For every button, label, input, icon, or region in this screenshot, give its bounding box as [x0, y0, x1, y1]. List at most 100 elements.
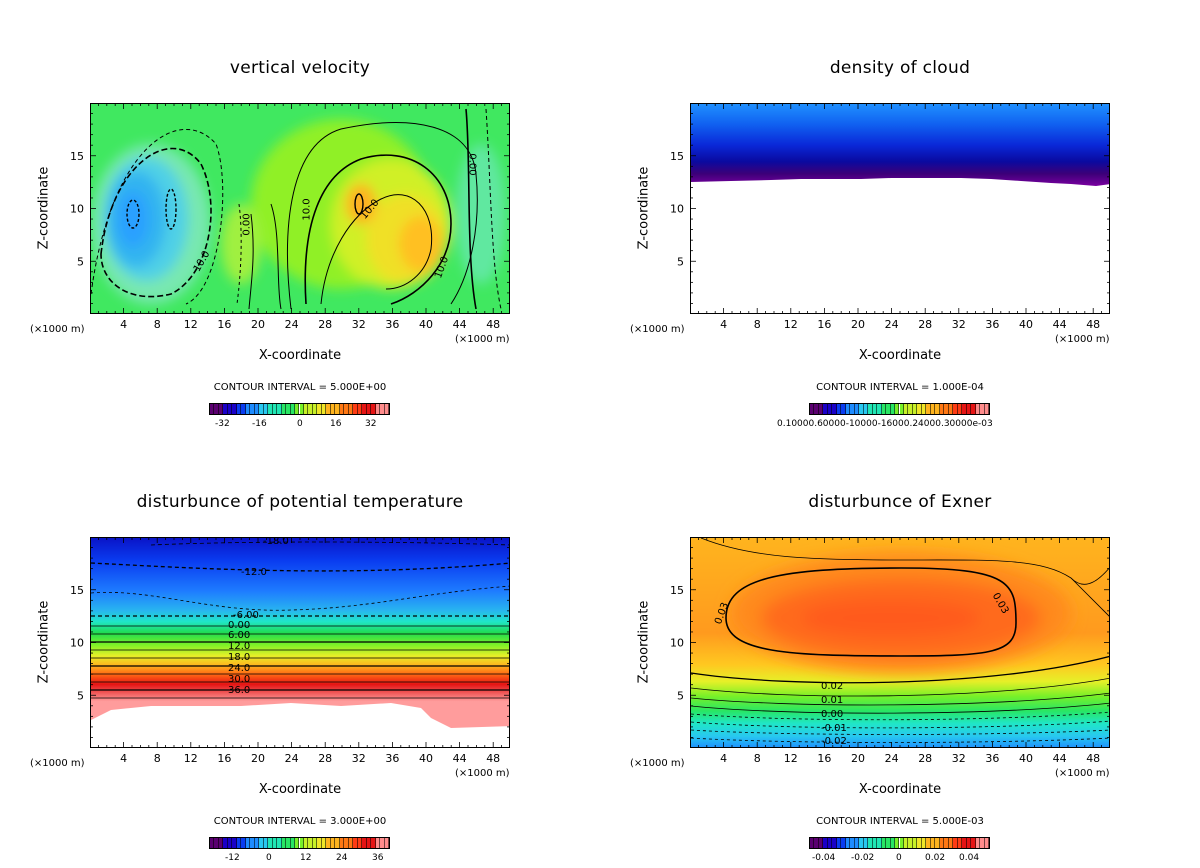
- colorbar-segment: [281, 838, 287, 848]
- colorbar-segment: [223, 404, 228, 414]
- colorbar-segment: [890, 838, 896, 848]
- colorbar-segment: [886, 838, 891, 848]
- colorbar-segment: [366, 404, 372, 414]
- colorbar-segment: [827, 838, 833, 848]
- x-tick-label: 4: [120, 752, 127, 765]
- colorbar-segment: [868, 838, 873, 848]
- x-tick-label: 48: [486, 752, 500, 765]
- colorbar-segment: [975, 404, 981, 414]
- x-tick-label: 28: [918, 752, 932, 765]
- x-tick-label: 16: [217, 318, 231, 331]
- colorbar-segment: [863, 404, 869, 414]
- colorbar-tick: 0.02: [925, 853, 946, 863]
- colorbar-segment: [818, 404, 824, 414]
- colorbar-segment: [903, 404, 909, 414]
- colorbar-segment: [353, 404, 358, 414]
- colorbar-ticks: 0.10000.60000-10000-16000.24000.30000e-0…: [777, 419, 993, 431]
- colorbar-segment: [227, 838, 233, 848]
- colorbar-segment: [321, 838, 327, 848]
- colorbar-segment: [863, 838, 869, 848]
- contour-label: -0.01: [821, 723, 847, 734]
- panel-exner: disturbunce of Exner: [600, 434, 1200, 868]
- contour-label: 0.00: [228, 620, 251, 631]
- x-tick-label: 8: [154, 318, 161, 331]
- colorbar-segment: [232, 404, 237, 414]
- colorbar-ticks: -32 -16 0 16 32: [209, 419, 390, 431]
- x-tick-label: 24: [885, 318, 899, 331]
- colorbar-segment: [935, 404, 940, 414]
- colorbar-segment: [299, 838, 304, 848]
- x-tick-label: 20: [251, 318, 265, 331]
- colorbar-ticks: -0.04 -0.02 0 0.02 0.04: [809, 853, 990, 865]
- colorbar-segment: [272, 838, 278, 848]
- x-unit-left: (×1000 m): [30, 324, 85, 335]
- colorbar-segment: [330, 404, 336, 414]
- colorbar-segment: [881, 404, 887, 414]
- colorbar-segment: [362, 838, 367, 848]
- y-tick-label: 15: [670, 584, 684, 597]
- colorbar-segment: [227, 404, 233, 414]
- x-tick-label: 12: [184, 318, 198, 331]
- y-tick-label: 5: [77, 689, 84, 702]
- colorbar-segment: [854, 838, 860, 848]
- colorbar-segment: [930, 404, 936, 414]
- colorbar-segment: [921, 404, 927, 414]
- contour-label: 24.0: [228, 663, 251, 674]
- vv-field: [91, 104, 509, 313]
- x-tick-label: 44: [453, 318, 467, 331]
- colorbar-segment: [210, 404, 215, 414]
- y-tick-label: 5: [77, 255, 84, 268]
- colorbar-tick: 36: [372, 853, 384, 863]
- colorbar-segment: [223, 838, 228, 848]
- colorbar-segment: [939, 404, 945, 414]
- x-unit-right: (×1000 m): [455, 768, 510, 779]
- colorbar-segment: [899, 838, 904, 848]
- colorbar-segment: [335, 838, 340, 848]
- colorbar-segment: [823, 838, 828, 848]
- y-tick-label: 5: [677, 255, 684, 268]
- colorbar-segment: [250, 838, 255, 848]
- colorbar-segment: [836, 404, 842, 414]
- colorbar-segment: [268, 404, 273, 414]
- colorbar-segment: [241, 838, 246, 848]
- colorbar-segment: [218, 838, 224, 848]
- colorbar-segment: [357, 838, 363, 848]
- colorbar-segment: [254, 404, 260, 414]
- x-tick-label: 12: [784, 318, 798, 331]
- panel-density-of-cloud: density of cloud Z-coordinate X-coordina…: [600, 0, 1200, 434]
- x-tick-label: 24: [285, 752, 299, 765]
- colorbar-segment: [312, 838, 318, 848]
- colorbar-segment: [984, 404, 989, 414]
- x-unit-left: (×1000 m): [630, 758, 685, 769]
- colorbar-segment: [814, 838, 819, 848]
- x-tick-label: 32: [952, 752, 966, 765]
- colorbar-segment: [384, 404, 389, 414]
- x-tick-label: 20: [851, 752, 865, 765]
- colorbar: [209, 837, 390, 849]
- x-tick-label: 44: [453, 752, 467, 765]
- colorbar-segment: [259, 838, 264, 848]
- contour-label: 36.0: [228, 685, 251, 696]
- colorbar-segment: [850, 838, 855, 848]
- y-tick-label: 10: [70, 203, 84, 216]
- y-axis-label: Z-coordinate: [636, 600, 652, 684]
- colorbar-segment: [344, 838, 349, 848]
- colorbar-segment: [214, 404, 219, 414]
- y-tick-label: 15: [70, 150, 84, 163]
- x-tick-label: 20: [851, 318, 865, 331]
- x-tick-label: 16: [817, 318, 831, 331]
- colorbar-segment: [962, 838, 967, 848]
- colorbar-segment: [818, 838, 824, 848]
- colorbar-segment: [926, 838, 931, 848]
- colorbar-ticks: -12 0 12 24 36: [209, 853, 390, 865]
- colorbar-segment: [953, 404, 958, 414]
- x-tick-label: 40: [1019, 752, 1033, 765]
- colorbar-segment: [908, 404, 913, 414]
- x-tick-label: 8: [754, 318, 761, 331]
- colorbar-segment: [380, 838, 385, 848]
- x-tick-label: 44: [1053, 752, 1067, 765]
- cloud-field: [691, 104, 1109, 313]
- panel-potential-temperature: disturbunce of potential temperature: [0, 434, 600, 868]
- colorbar-segment: [250, 404, 255, 414]
- colorbar-segment: [295, 838, 300, 848]
